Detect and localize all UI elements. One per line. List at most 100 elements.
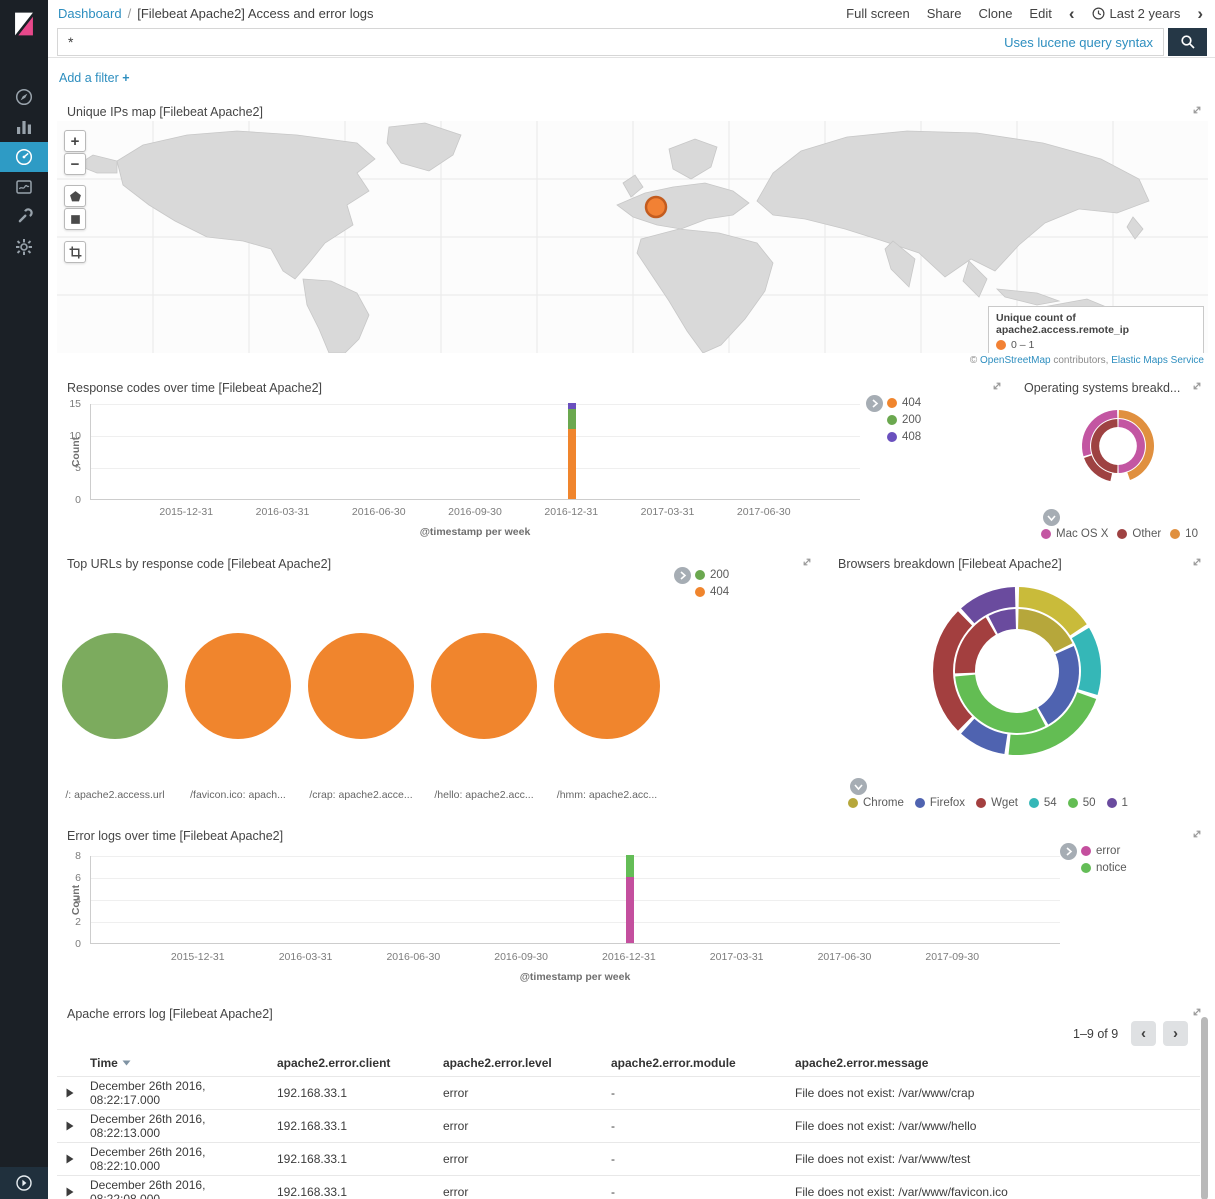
legend-toggle-button[interactable] <box>850 778 867 795</box>
pie-chart-/crap[interactable] <box>308 633 414 739</box>
add-filter-link[interactable]: Add a filter <box>59 71 119 85</box>
column-header-time[interactable]: Time <box>90 1056 277 1070</box>
table-scrollbar[interactable] <box>1201 1017 1208 1199</box>
expand-panel-icon[interactable] <box>1191 556 1203 568</box>
legend-toggle-button[interactable] <box>674 567 691 584</box>
table-row[interactable]: December 26th 2016, 08:22:10.000 192.168.… <box>57 1142 1200 1175</box>
expand-panel-icon[interactable] <box>991 380 1003 392</box>
column-header-module[interactable]: apache2.error.module <box>611 1055 736 1070</box>
nav-timelion[interactable] <box>0 172 48 202</box>
search-button[interactable] <box>1168 28 1207 56</box>
expand-row-button[interactable] <box>66 1088 90 1098</box>
nav-dev-tools[interactable] <box>0 202 48 232</box>
map-marker[interactable] <box>644 195 668 219</box>
table-row[interactable]: December 26th 2016, 08:22:08.000 192.168.… <box>57 1175 1200 1199</box>
expand-row-button[interactable] <box>66 1121 90 1131</box>
pie-chart-/hello[interactable] <box>431 633 537 739</box>
kibana-logo[interactable] <box>0 0 48 48</box>
nav-dashboard[interactable] <box>0 142 48 172</box>
donut-segment[interactable] <box>1018 587 1087 636</box>
pie-chart-/favicon.ico[interactable] <box>185 633 291 739</box>
legend-item-408[interactable]: 408 <box>887 431 921 443</box>
lucene-syntax-link[interactable]: Uses lucene query syntax <box>1004 34 1153 50</box>
donut-segment-Wget[interactable] <box>954 617 996 674</box>
donut-segment-Firefox[interactable] <box>1038 646 1080 725</box>
search-input[interactable] <box>68 34 1005 50</box>
map-zoom-in-button[interactable]: + <box>64 130 86 152</box>
table-row[interactable]: December 26th 2016, 08:22:13.000 192.168.… <box>57 1109 1200 1142</box>
legend-toggle-button[interactable] <box>1043 509 1060 526</box>
donut-segment-54[interactable] <box>1071 627 1101 695</box>
time-back-button[interactable]: ‹ <box>1068 4 1075 23</box>
bar-segment-notice[interactable] <box>625 855 634 877</box>
donut-segment[interactable] <box>961 718 1008 755</box>
legend-item-200[interactable]: 200 <box>695 569 729 581</box>
full-screen-button[interactable]: Full screen <box>846 6 910 21</box>
add-filter-plus-icon[interactable]: + <box>122 71 130 85</box>
pagination-prev-button[interactable]: ‹ <box>1131 1021 1156 1046</box>
column-header-level[interactable]: apache2.error.level <box>443 1055 552 1070</box>
legend-item-notice[interactable]: notice <box>1081 862 1127 874</box>
map-rectangle-tool-button[interactable] <box>64 208 86 230</box>
expand-panel-icon[interactable] <box>801 556 813 568</box>
column-header-client[interactable]: apache2.error.client <box>277 1055 391 1070</box>
bar-segment-408[interactable] <box>568 403 577 410</box>
legend-item-Wget[interactable]: Wget <box>976 797 1018 809</box>
donut-segment-Mac OS X[interactable] <box>1118 419 1145 473</box>
donut-segment-Other[interactable] <box>1091 419 1118 473</box>
legend-item-404[interactable]: 404 <box>887 397 921 409</box>
map-zoom-out-button[interactable]: − <box>64 153 86 175</box>
bar-segment-200[interactable] <box>568 409 577 429</box>
time-forward-button[interactable]: › <box>1197 4 1203 23</box>
share-button[interactable]: Share <box>926 6 962 21</box>
map-crop-tool-button[interactable] <box>64 241 86 263</box>
expand-panel-icon[interactable] <box>1191 380 1203 392</box>
nav-discover[interactable] <box>0 82 48 112</box>
nav-management[interactable] <box>0 232 48 262</box>
donut-segment[interactable] <box>988 609 1016 634</box>
donut-segment-50[interactable] <box>1008 692 1097 755</box>
legend-item-404[interactable]: 404 <box>695 586 729 598</box>
donut-segment[interactable] <box>955 674 1046 733</box>
donut-segment-1[interactable] <box>961 587 1016 624</box>
legend-item-Firefox[interactable]: Firefox <box>914 797 965 809</box>
donut-segment-Chrome[interactable] <box>1018 609 1073 653</box>
table-row[interactable]: December 26th 2016, 08:22:17.000 192.168.… <box>57 1076 1200 1109</box>
donut-segment[interactable] <box>933 611 973 731</box>
legend-item-10[interactable]: 10 <box>1170 528 1198 540</box>
bar-segment-error[interactable] <box>625 877 634 943</box>
expand-row-button[interactable] <box>66 1187 90 1197</box>
pie-chart-/hmm[interactable] <box>554 633 660 739</box>
donut-segment-10[interactable] <box>1118 410 1155 480</box>
nav-visualize[interactable] <box>0 112 48 142</box>
expand-panel-icon[interactable] <box>1191 828 1203 840</box>
openstreetmap-link[interactable]: OpenStreetMap <box>979 355 1051 366</box>
pie-chart-/[interactable] <box>62 633 168 739</box>
world-map[interactable]: + − Unique count of apache2.access.remot… <box>57 121 1208 353</box>
breadcrumb-dashboard-link[interactable]: Dashboard <box>58 6 122 21</box>
legend-toggle-button[interactable] <box>1060 843 1077 860</box>
legend-item-Chrome[interactable]: Chrome <box>848 797 904 809</box>
legend-item-54[interactable]: 54 <box>1028 797 1057 809</box>
legend-item-error[interactable]: error <box>1081 845 1127 857</box>
bar-segment-404[interactable] <box>568 428 577 499</box>
pagination-next-button[interactable]: › <box>1163 1021 1188 1046</box>
column-header-message[interactable]: apache2.error.message <box>795 1055 929 1070</box>
expand-panel-icon[interactable] <box>1191 1006 1203 1018</box>
clone-button[interactable]: Clone <box>978 6 1013 21</box>
time-picker-button[interactable]: Last 2 years <box>1092 6 1180 21</box>
map-polygon-tool-button[interactable] <box>64 185 86 207</box>
expand-row-button[interactable] <box>66 1154 90 1164</box>
legend-item-50[interactable]: 50 <box>1067 797 1096 809</box>
donut-segment[interactable] <box>1081 410 1118 457</box>
nav-collapse-button[interactable] <box>0 1167 48 1199</box>
edit-button[interactable]: Edit <box>1029 6 1052 21</box>
legend-item-Other[interactable]: Other <box>1117 528 1161 540</box>
legend-item-1[interactable]: 1 <box>1106 797 1128 809</box>
expand-panel-icon[interactable] <box>1191 104 1203 116</box>
elastic-maps-service-link[interactable]: Elastic Maps Service <box>1111 355 1204 366</box>
donut-segment[interactable] <box>1084 455 1113 482</box>
legend-toggle-button[interactable] <box>866 395 883 412</box>
legend-item-Mac OS X[interactable]: Mac OS X <box>1041 528 1108 540</box>
legend-item-200[interactable]: 200 <box>887 414 921 426</box>
